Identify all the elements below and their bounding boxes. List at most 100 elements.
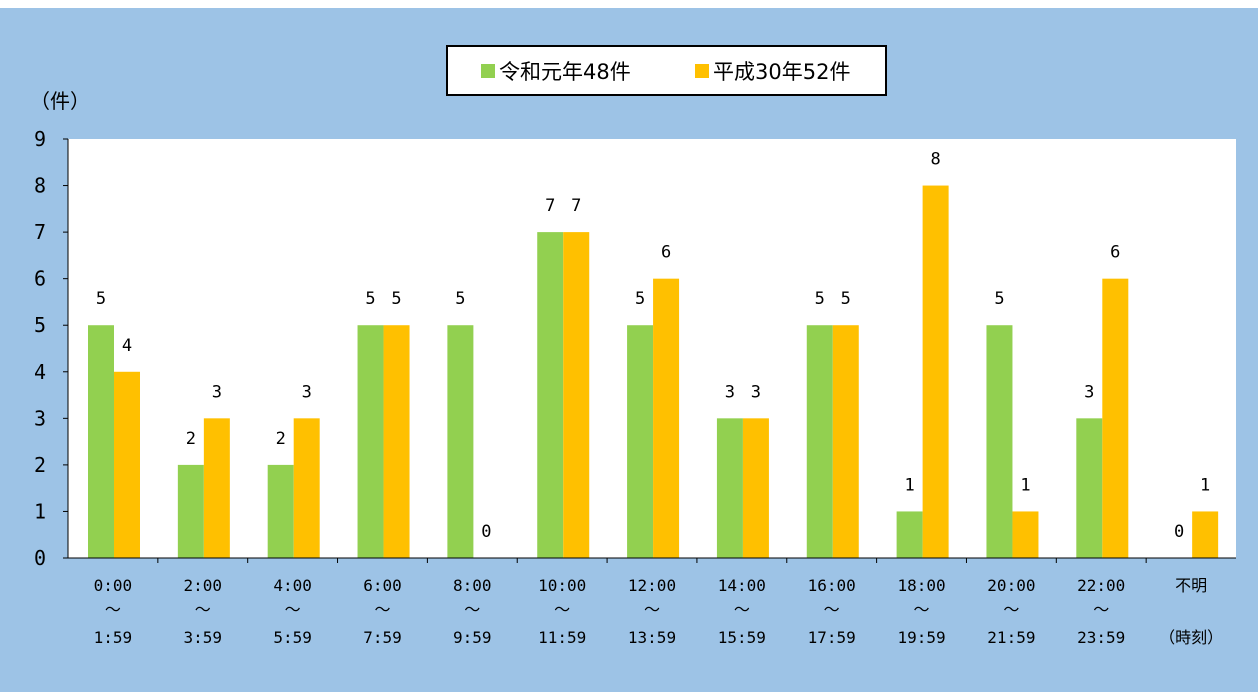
data-label: 3 xyxy=(212,382,222,402)
bar-2019 xyxy=(357,325,384,558)
x-tick-label: ～ xyxy=(105,600,121,619)
x-tick-label: 6:00 xyxy=(363,576,402,595)
data-label: 5 xyxy=(455,289,465,309)
bar-2018 xyxy=(1192,511,1219,558)
data-label: 3 xyxy=(302,382,312,402)
y-tick-label: 0 xyxy=(34,546,46,570)
x-tick-label: 8:00 xyxy=(453,576,492,595)
bar-2019 xyxy=(716,418,743,558)
y-axis-unit-label: （件） xyxy=(30,89,90,113)
data-label: 5 xyxy=(994,289,1004,309)
bar-2019 xyxy=(537,232,564,558)
x-axis: 0:00 ～ 1:59 2:00 ～ 3:59 4:00 ～ 5:59 6:00 ～ 7:59 8:00… xyxy=(94,558,1223,647)
x-tick-label: 19:59 xyxy=(897,628,945,647)
data-label: 3 xyxy=(1084,382,1094,402)
x-tick-label: 13:59 xyxy=(628,628,676,647)
bar-2018 xyxy=(563,232,590,558)
x-tick-label: 16:00 xyxy=(808,576,856,595)
legend-swatch-2018 xyxy=(695,64,709,78)
x-tick-label: ～ xyxy=(374,600,390,619)
y-tick-label: 7 xyxy=(34,220,46,244)
bar-2018 xyxy=(203,418,230,558)
data-label: 0 xyxy=(1174,522,1184,542)
data-label: 5 xyxy=(841,289,851,309)
legend-swatch-2019 xyxy=(481,64,495,78)
bars xyxy=(88,185,1219,559)
data-label: 5 xyxy=(635,289,645,309)
x-tick-label: 18:00 xyxy=(897,576,945,595)
x-tick-label: 14:00 xyxy=(718,576,766,595)
bar-2018 xyxy=(1102,278,1129,558)
legend-label-2018: 平成30年52件 xyxy=(713,60,850,84)
data-label: 3 xyxy=(751,382,761,402)
y-tick-label: 6 xyxy=(34,267,46,291)
x-tick-label: 2:00 xyxy=(184,576,223,595)
bar-2019 xyxy=(177,464,204,558)
x-tick-label: 5:59 xyxy=(273,628,312,647)
y-axis: 0 1 2 3 4 5 6 7 8 9 xyxy=(34,127,68,570)
bar-2018 xyxy=(653,278,680,558)
legend-box xyxy=(446,45,887,96)
x-tick-label: 21:59 xyxy=(987,628,1035,647)
data-label: 1 xyxy=(1020,475,1030,495)
x-tick-label: 23:59 xyxy=(1077,628,1125,647)
data-label: 4 xyxy=(122,336,132,356)
y-tick-label: 4 xyxy=(34,360,46,384)
legend-label-2019: 令和元年48件 xyxy=(499,60,631,84)
data-label: 7 xyxy=(571,196,581,216)
y-tick-label: 8 xyxy=(34,174,46,198)
data-label: 5 xyxy=(391,289,401,309)
x-tick-label: 4:00 xyxy=(273,576,312,595)
bar-2018 xyxy=(832,325,859,558)
x-tick-label: 0:00 xyxy=(94,576,133,595)
bar-2019 xyxy=(896,511,923,558)
x-tick-label: 9:59 xyxy=(453,628,492,647)
x-tick-label: 不明 xyxy=(1175,576,1207,595)
data-label: 5 xyxy=(96,289,106,309)
x-tick-label: 17:59 xyxy=(808,628,856,647)
x-tick-label: ～ xyxy=(1093,600,1109,619)
data-label: 1 xyxy=(1200,475,1210,495)
y-tick-label: 9 xyxy=(34,127,46,151)
bar-2018 xyxy=(383,325,410,558)
data-label: 2 xyxy=(186,429,196,449)
y-tick-label: 3 xyxy=(34,406,46,430)
y-tick-label: 5 xyxy=(34,313,46,337)
x-tick-label: ～ xyxy=(285,600,301,619)
x-tick-label: ～ xyxy=(195,600,211,619)
bar-2019 xyxy=(986,325,1013,558)
bar-2019 xyxy=(88,325,114,558)
x-tick-label: ～ xyxy=(554,600,570,619)
x-tick-label: 12:00 xyxy=(628,576,676,595)
x-tick-label: 1:59 xyxy=(94,628,133,647)
bar-2018 xyxy=(114,371,140,558)
data-label: 6 xyxy=(1110,243,1120,263)
bar-2019 xyxy=(267,464,294,558)
bar-2018 xyxy=(742,418,769,558)
x-tick-label: ～ xyxy=(734,600,750,619)
x-tick-label: 20:00 xyxy=(987,576,1035,595)
y-tick-label: 2 xyxy=(34,453,46,477)
x-tick-label: 15:59 xyxy=(718,628,766,647)
x-tick-label: （時刻） xyxy=(1159,628,1223,647)
data-label: 8 xyxy=(930,150,940,170)
y-tick-label: 1 xyxy=(34,499,46,523)
x-tick-label: ～ xyxy=(644,600,660,619)
legend: 令和元年48件 平成30年52件 xyxy=(446,45,887,96)
data-label: 7 xyxy=(545,196,555,216)
x-tick-label: ～ xyxy=(914,600,930,619)
bar-2018 xyxy=(1012,511,1039,558)
data-label: 6 xyxy=(661,243,671,263)
data-label: 5 xyxy=(365,289,375,309)
bar-2019 xyxy=(806,325,833,558)
data-label: 5 xyxy=(815,289,825,309)
x-tick-label: 3:59 xyxy=(184,628,223,647)
x-tick-label: ～ xyxy=(824,600,840,619)
bar-2019 xyxy=(447,325,474,558)
x-tick-label: 22:00 xyxy=(1077,576,1125,595)
bar-2018 xyxy=(293,418,320,558)
x-tick-label: 10:00 xyxy=(538,576,586,595)
data-label: 0 xyxy=(481,522,491,542)
